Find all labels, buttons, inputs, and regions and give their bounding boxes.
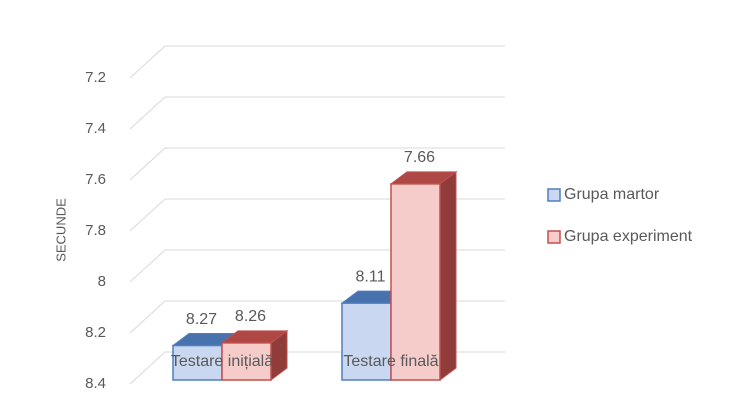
y-tick-label: 7.6 xyxy=(85,171,106,188)
bar xyxy=(341,302,392,381)
grid-line xyxy=(129,249,166,283)
y-tick-label: 7.2 xyxy=(85,69,106,86)
legend-label: Grupa experiment xyxy=(564,228,693,245)
legend-swatch xyxy=(547,230,561,244)
bar-side xyxy=(439,170,457,381)
bar xyxy=(390,183,441,381)
data-label: 8.11 xyxy=(356,268,386,285)
grid-line xyxy=(129,351,166,385)
grid-line xyxy=(129,96,166,130)
legend-label: Grupa martor xyxy=(564,186,660,203)
y-tick-label: 8 xyxy=(98,273,106,290)
x-tick-label: Testare finală xyxy=(343,353,438,370)
data-label: 8.26 xyxy=(235,308,266,325)
y-tick-label: 7.8 xyxy=(85,222,106,239)
bar xyxy=(221,342,272,381)
grid-line xyxy=(129,147,166,181)
y-axis-title: SECUNDE xyxy=(53,198,68,262)
grid-line xyxy=(129,198,166,232)
legend-swatch xyxy=(547,188,561,202)
y-tick-label: 7.4 xyxy=(85,120,106,137)
x-tick-label: Testare inițială xyxy=(171,353,273,370)
bar xyxy=(172,344,223,381)
data-label: 7.66 xyxy=(404,149,435,166)
y-tick-label: 8.2 xyxy=(85,324,106,341)
grid-line xyxy=(129,45,166,79)
y-tick-label: 8.4 xyxy=(85,375,106,392)
grid-line xyxy=(129,300,166,334)
data-label: 8.27 xyxy=(186,311,217,328)
